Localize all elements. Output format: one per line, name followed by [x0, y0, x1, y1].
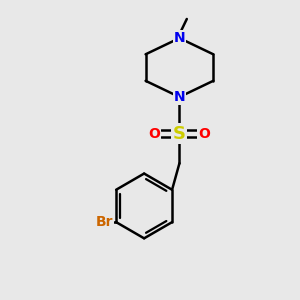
Text: N: N — [174, 90, 185, 104]
Text: N: N — [174, 31, 185, 45]
Text: O: O — [148, 127, 160, 141]
Text: Br: Br — [96, 215, 113, 229]
Text: O: O — [199, 127, 210, 141]
Text: S: S — [173, 125, 186, 143]
